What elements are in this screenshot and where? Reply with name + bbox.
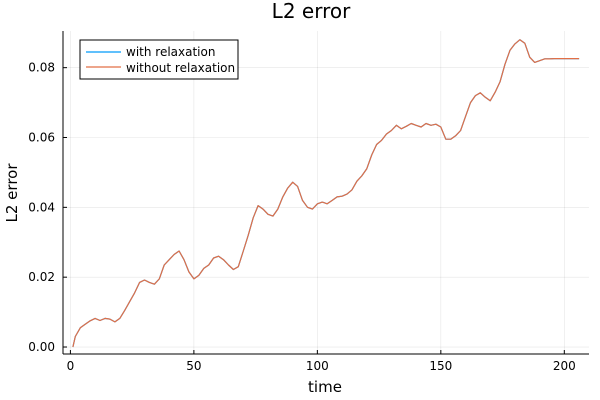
chart-title: L2 error [272,0,351,23]
x-tick-label: 50 [186,359,201,373]
x-tick-label: 0 [67,359,75,373]
series-lines [72,39,580,348]
tick-labels: 0 50 100 150 200 0.00 0.02 0.04 0.06 0.08 [28,61,575,373]
y-tick-label: 0.00 [28,340,55,354]
grid [63,31,589,354]
series-line-without-relaxation [72,39,580,348]
x-tick-label: 100 [306,359,329,373]
x-tick-label: 150 [429,359,452,373]
axes [62,31,589,355]
legend-label-with-relaxation: with relaxation [126,45,215,59]
legend: with relaxation without relaxation [79,39,239,80]
y-tick-label: 0.08 [28,61,55,75]
legend-label-without-relaxation: without relaxation [126,61,235,75]
y-axis-label: L2 error [3,163,21,223]
x-tick-label: 200 [553,359,576,373]
legend-box [79,39,239,80]
y-tick-label: 0.02 [28,270,55,284]
y-tick-label: 0.04 [28,200,55,214]
y-tick-label: 0.06 [28,131,55,145]
x-axis-label: time [308,378,342,396]
